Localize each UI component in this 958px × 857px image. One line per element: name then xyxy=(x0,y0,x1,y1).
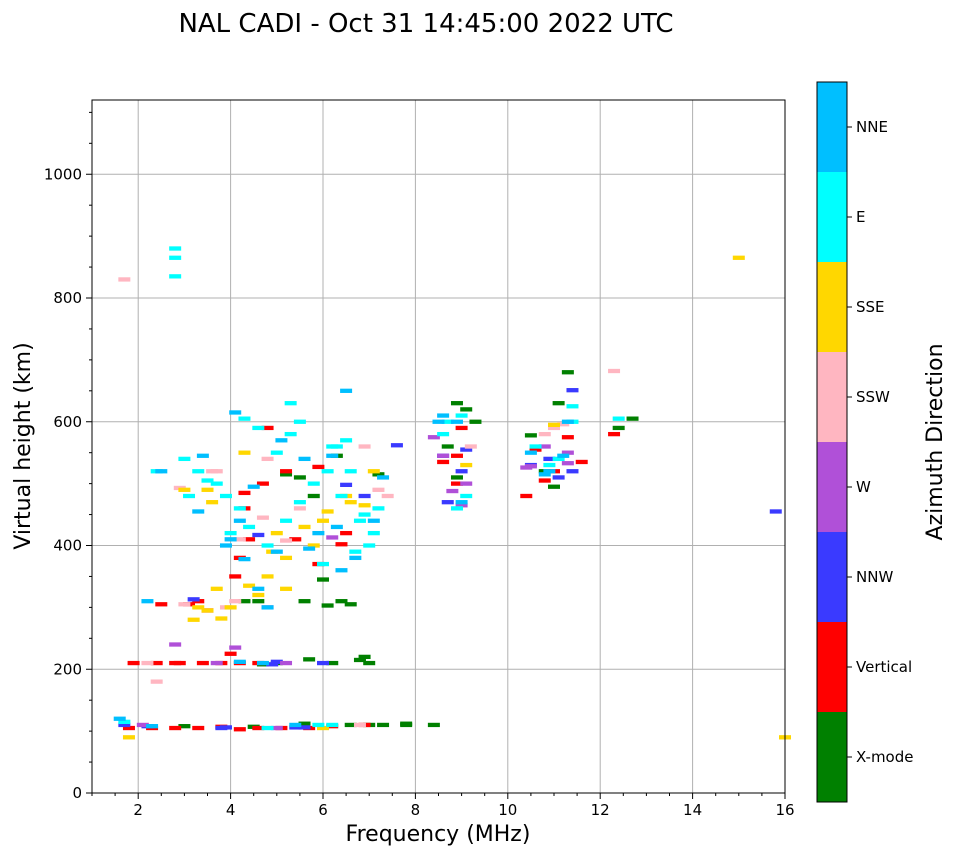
colorbar-segment xyxy=(817,442,847,532)
colorbar-tick-label: NNW xyxy=(856,568,893,586)
y-axis-ticks: 0 200 400 600 800 1000 xyxy=(44,111,92,802)
y-axis-label: Virtual height (km) xyxy=(11,342,36,549)
x-tick-label: 14 xyxy=(683,801,702,819)
y-tick-label: 200 xyxy=(53,660,82,678)
y-tick-label: 600 xyxy=(53,413,82,431)
plot-background xyxy=(92,100,785,793)
colorbar-tick-label: E xyxy=(856,208,865,226)
colorbar-segment xyxy=(817,82,847,172)
colorbar-tick-label: W xyxy=(856,478,871,496)
colorbar-segment xyxy=(817,172,847,262)
colorbar-tick-label: Vertical xyxy=(856,658,912,676)
colorbar: X-mode Vertical NNW W SSW SSE E NNE xyxy=(816,81,913,803)
y-tick-label: 400 xyxy=(53,537,82,555)
x-tick-label: 16 xyxy=(775,801,794,819)
grid-lines xyxy=(92,100,785,793)
y-tick-label: 1000 xyxy=(44,165,82,183)
colorbar-segment xyxy=(817,262,847,352)
data-points xyxy=(113,246,791,740)
x-tick-label: 4 xyxy=(226,801,236,819)
x-tick-label: 8 xyxy=(411,801,421,819)
x-axis-ticks: 2 4 6 8 10 12 14 16 xyxy=(91,793,795,819)
colorbar-tick-label: X-mode xyxy=(856,748,913,766)
colorbar-tick-label: SSE xyxy=(856,298,885,316)
colorbar-tick-label: SSW xyxy=(856,388,890,406)
x-tick-label: 10 xyxy=(498,801,517,819)
colorbar-segment xyxy=(817,622,847,712)
colorbar-segment xyxy=(817,712,847,802)
colorbar-frame xyxy=(816,81,848,803)
colorbar-segment xyxy=(817,532,847,622)
chart-title: NAL CADI - Oct 31 14:45:00 2022 UTC xyxy=(178,9,673,39)
x-tick-label: 2 xyxy=(133,801,143,819)
y-tick-label: 800 xyxy=(53,289,82,307)
x-axis-label: Frequency (MHz) xyxy=(346,822,531,847)
colorbar-label: Azimuth Direction xyxy=(923,343,948,540)
x-tick-label: 6 xyxy=(318,801,328,819)
plot-area: 2 4 6 8 10 12 14 16 0 200 400 600 800 1000 xyxy=(44,99,795,819)
y-tick-label: 0 xyxy=(72,784,82,802)
colorbar-segment xyxy=(817,352,847,442)
x-tick-label: 12 xyxy=(591,801,610,819)
colorbar-tick-label: NNE xyxy=(856,118,888,136)
